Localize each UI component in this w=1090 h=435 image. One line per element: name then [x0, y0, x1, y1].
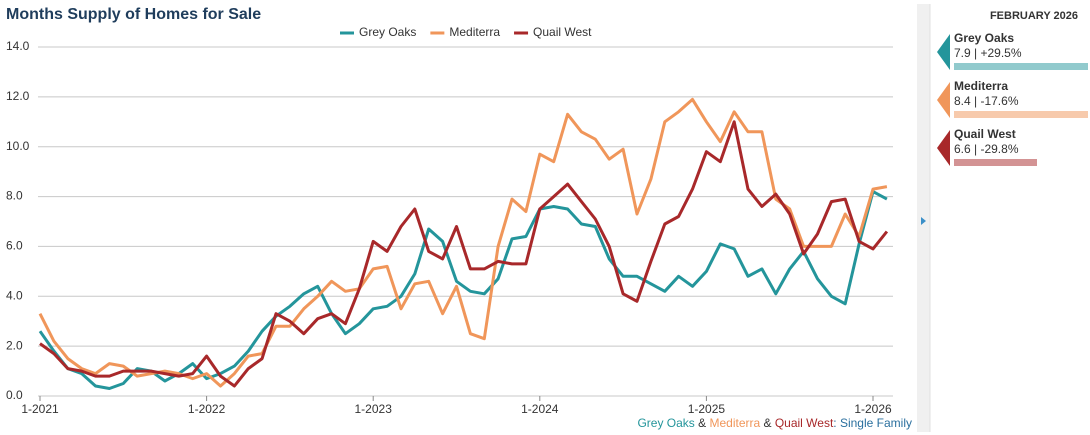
footnote-part: : Single Family [833, 416, 912, 430]
x-tick-label: 1-2021 [21, 402, 59, 416]
sidebar-name: Mediterra [954, 79, 1008, 93]
footnote-part: Grey Oaks [637, 416, 694, 430]
sidebar-value: 6.6 | -29.8% [954, 142, 1019, 156]
x-tick-label: 1-2022 [188, 402, 226, 416]
sidebar-bar [954, 159, 1037, 166]
y-tick-label: 14.0 [6, 39, 30, 53]
sidebar-name: Grey Oaks [954, 31, 1014, 45]
series-line [39, 120, 889, 388]
sidebar-marker [937, 34, 950, 70]
sidebar-value: 8.4 | -17.6% [954, 94, 1019, 108]
legend-label: Quail West [533, 25, 592, 39]
footnote-part: & [695, 416, 710, 430]
legend-label: Grey Oaks [359, 25, 416, 39]
footnote-part: Mediterra [709, 416, 760, 430]
y-tick-label: 12.0 [6, 89, 30, 103]
series-line [38, 97, 888, 388]
sidebar-heading: FEBRUARY 2026 [990, 10, 1078, 22]
sidebar-value: 7.9 | +29.5% [954, 46, 1022, 60]
footnote-part: & [760, 416, 775, 430]
x-tick-label: 1-2024 [521, 402, 559, 416]
sidebar-name: Quail West [954, 127, 1016, 141]
y-tick-label: 2.0 [6, 338, 23, 352]
series-line [38, 190, 888, 390]
x-tick-label: 1-2023 [355, 402, 393, 416]
y-tick-label: 0.0 [6, 388, 23, 402]
footnote-part: Quail West [775, 416, 834, 430]
y-tick-label: 10.0 [6, 139, 30, 153]
legend-label: Mediterra [449, 25, 500, 39]
footnote: Grey Oaks & Mediterra & Quail West: Sing… [637, 416, 912, 430]
sidebar-toggle-strip[interactable] [917, 4, 930, 432]
x-tick-label: 1-2026 [854, 402, 892, 416]
y-tick-label: 8.0 [6, 189, 23, 203]
sidebar-bar [954, 63, 1088, 70]
x-tick-label: 1-2025 [688, 402, 726, 416]
y-tick-label: 4.0 [6, 288, 23, 302]
sidebar-marker [937, 130, 950, 166]
chart-title: Months Supply of Homes for Sale [6, 6, 261, 23]
sidebar-bar [954, 111, 1088, 118]
sidebar-marker [937, 82, 950, 118]
sidebar-toggle-arrow[interactable] [921, 217, 926, 225]
y-tick-label: 6.0 [6, 239, 23, 253]
